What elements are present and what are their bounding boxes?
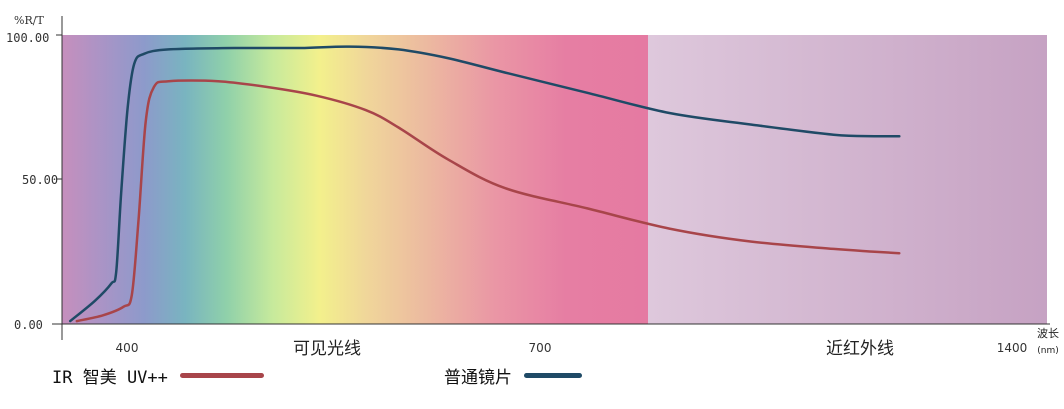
y-tick-label-0: 0.00 [14,318,43,332]
x-axis-label: 波长 [1037,327,1059,340]
y-tick-label-50: 50.00 [22,173,58,187]
series-line-ir-smart [75,79,901,323]
x-tick-label-1400: 1400 [997,341,1028,355]
series-layer [68,45,901,323]
visible-spectrum-band [62,35,648,324]
x-tick-label-400: 400 [116,341,139,355]
x-axis-unit: (nm) [1037,346,1059,356]
legend-swatch-ir-smart [179,372,264,378]
legend-item-ir-smart: IR 智美 UV++ [52,360,264,390]
series-line-regular-lens [68,45,901,323]
y-tick-label-100: 100.00 [6,31,49,45]
x-tick-label-700: 700 [529,341,552,355]
near-infrared-label: 近红外线 [826,339,894,359]
near-infrared-band [648,35,1047,324]
legend-swatch-regular-lens [524,372,582,378]
visible-light-label: 可见光线 [293,339,361,359]
legend-label-ir-smart: IR 智美 UV++ [52,367,168,388]
legend-item-regular-lens: 普通镜片 [444,360,582,390]
legend-label-regular-lens: 普通镜片 [444,367,512,388]
y-axis-label: %R/T [14,14,44,27]
